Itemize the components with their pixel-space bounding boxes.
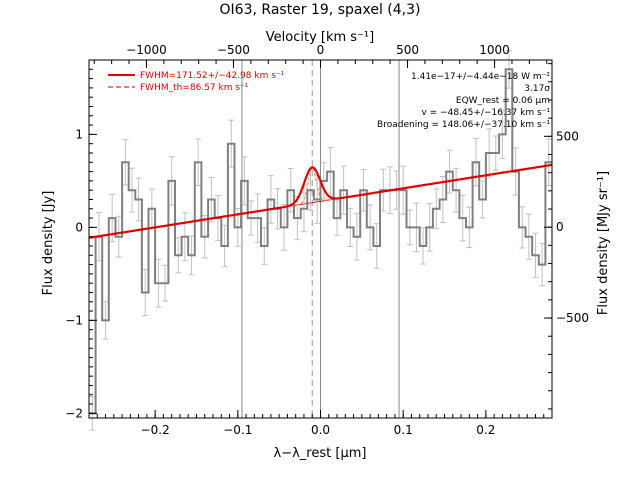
annotation-broadening: Broadening = 148.06+/−37.10 km s⁻¹ (377, 120, 550, 130)
y-tick-label: −1 (65, 313, 83, 327)
right-tick-label: 500 (556, 129, 579, 143)
x-tick-label: −0.2 (141, 423, 170, 437)
data-step-line (89, 68, 552, 415)
y-axis-label: Flux density [Jy] (41, 191, 56, 296)
right-tick-label: 0 (556, 220, 564, 234)
y-tick-label: 0 (75, 220, 83, 234)
annotation-sigma: 3.17σ (524, 84, 550, 94)
top-tick-label: 1000 (479, 43, 510, 57)
annotation-velocity: v = −48.45+/−16.37 km s⁻¹ (421, 108, 550, 118)
legend-label-fit: FWHM=171.52+/−42.98 km s⁻¹ (140, 71, 285, 81)
right-tick-label: −500 (556, 311, 589, 325)
top-tick-label: −500 (217, 43, 250, 57)
y-tick-label: 1 (75, 127, 83, 141)
right-axis-label: Flux density [MJy sr⁻¹] (596, 171, 611, 315)
annotation-eqw: EQW_rest = 0.06 μm (456, 96, 550, 106)
chart-title: OI63, Raster 19, spaxel (4,3) (220, 2, 421, 18)
annotation-flux: 1.41e−17+/−4.44e−18 W m⁻² (411, 72, 550, 82)
x-tick-label: 0.0 (311, 423, 330, 437)
x-axis-label: λ−λ_rest [μm] (274, 446, 367, 461)
legend-label-thermal: FWHM_th=86.57 km s⁻¹ (140, 83, 249, 93)
top-axis-label: Velocity [km s⁻¹] (266, 30, 374, 45)
x-tick-label: 0.2 (476, 423, 495, 437)
top-tick-label: −1000 (126, 43, 167, 57)
y-tick-label: −2 (65, 406, 83, 420)
x-tick-label: 0.1 (394, 423, 413, 437)
gaussian-fit-line (88, 163, 553, 239)
top-tick-label: 0 (317, 43, 325, 57)
top-tick-label: 500 (396, 43, 419, 57)
x-tick-label: −0.1 (223, 423, 252, 437)
